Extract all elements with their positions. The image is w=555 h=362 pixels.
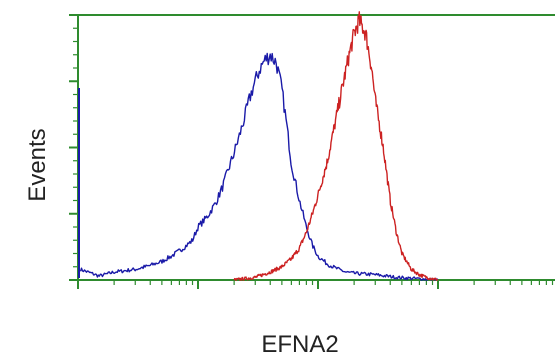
series-layer [79, 11, 439, 281]
series-line-red [233, 11, 439, 281]
left-edge-marker [78, 88, 80, 278]
y-axis-ticks [69, 14, 78, 281]
plot-area [78, 15, 555, 280]
series-line-blue [79, 52, 439, 281]
x-axis-label: EFNA2 [261, 331, 338, 358]
y-axis-label: Events [24, 128, 51, 201]
x-axis-ticks [77, 280, 554, 289]
